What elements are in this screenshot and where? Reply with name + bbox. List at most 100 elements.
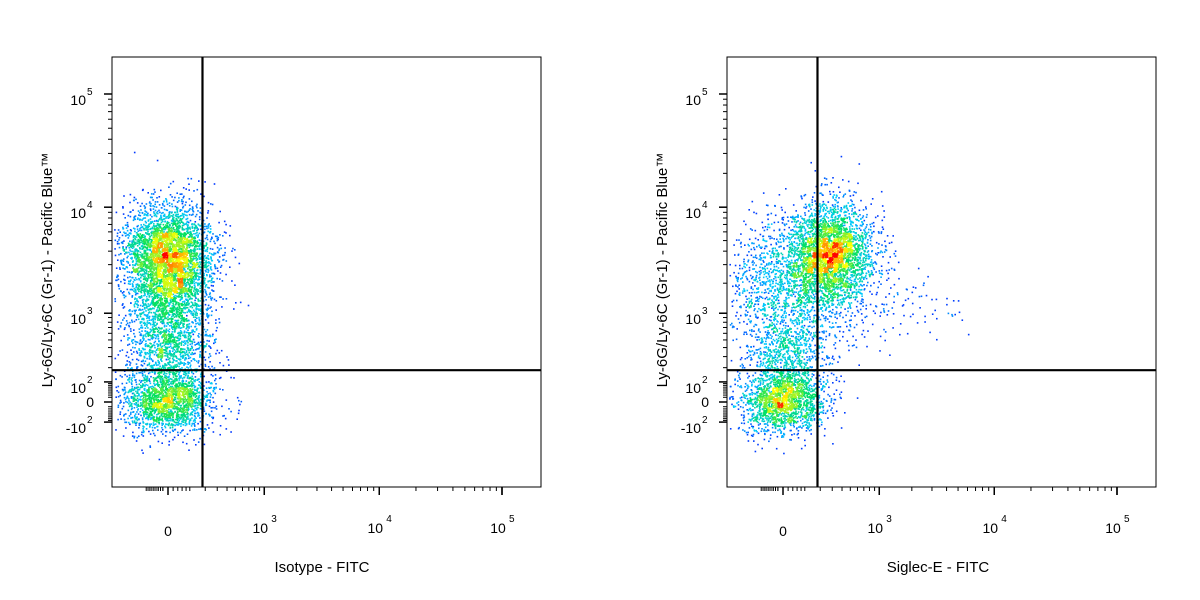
event-dot: [156, 159, 159, 162]
event-dot: [142, 322, 145, 325]
event-dot: [140, 326, 142, 329]
event-dot: [129, 249, 131, 251]
event-dot: [195, 205, 198, 207]
event-dot: [186, 353, 189, 356]
event-dot: [166, 203, 169, 206]
event-dot: [199, 269, 202, 272]
event-dot: [206, 391, 208, 393]
event-dot: [139, 340, 142, 342]
event-dot: [177, 323, 180, 326]
event-dot: [135, 257, 138, 260]
event-dot: [141, 202, 143, 205]
event-dot: [139, 205, 142, 207]
event-dot: [123, 282, 126, 285]
event-dot: [196, 269, 199, 271]
event-dot: [171, 205, 174, 208]
event-dot: [222, 415, 224, 417]
event-dot: [153, 205, 156, 208]
event-dot: [165, 377, 168, 379]
event-dot: [128, 399, 130, 402]
event-dot: [234, 249, 236, 251]
event-dot: [194, 410, 196, 412]
event-dot: [144, 258, 146, 260]
event-dot: [206, 313, 208, 316]
event-dot: [136, 358, 138, 361]
event-dot: [203, 346, 205, 349]
event-dot: [140, 295, 143, 297]
event-dot: [130, 302, 132, 304]
event-dot: [165, 325, 168, 327]
event-dot: [219, 234, 221, 236]
event-dot: [177, 217, 180, 219]
event-dot: [203, 281, 206, 284]
event-dot: [191, 287, 193, 289]
event-dot: [194, 254, 196, 257]
event-dot: [184, 308, 187, 310]
event-dot: [138, 240, 140, 242]
event-dot: [199, 225, 202, 227]
event-dot: [181, 414, 183, 417]
event-dot: [174, 211, 176, 214]
event-dot: [192, 244, 194, 246]
event-dot: [188, 381, 191, 384]
event-dot: [173, 326, 175, 328]
event-dot: [199, 437, 201, 440]
event-dot: [182, 350, 184, 353]
event-dot: [143, 260, 146, 263]
event-dot: [207, 210, 210, 212]
event-dot: [161, 228, 163, 230]
event-dot: [204, 286, 207, 288]
event-dot: [117, 406, 120, 408]
event-dot: [204, 269, 207, 272]
event-dot: [205, 330, 207, 333]
event-dot: [193, 233, 195, 235]
event-dot: [205, 381, 208, 383]
event-dot: [207, 258, 210, 260]
event-dot: [188, 295, 190, 297]
event-dot: [175, 385, 178, 387]
event-dot: [180, 214, 183, 217]
event-dot: [163, 313, 165, 316]
event-dot: [236, 396, 239, 399]
event-dot: [196, 404, 198, 407]
event-dot: [157, 293, 160, 296]
event-dot: [209, 399, 211, 402]
event-dot: [197, 406, 199, 409]
event-dot: [169, 339, 172, 341]
event-dot: [197, 236, 199, 238]
event-dot: [131, 271, 133, 273]
event-dot: [179, 353, 182, 356]
event-dot: [155, 315, 157, 318]
event-dot: [197, 223, 200, 225]
event-dot: [197, 322, 199, 324]
event-dot: [136, 248, 138, 251]
event-dot: [160, 358, 162, 361]
event-dot: [175, 295, 178, 297]
event-dot: [128, 232, 131, 234]
event-dot: [196, 290, 198, 293]
event-dot: [215, 405, 218, 408]
event-dot: [193, 424, 196, 426]
event-dot: [176, 336, 179, 338]
event-dot: [166, 416, 168, 418]
event-dot: [194, 425, 196, 427]
event-dot: [136, 292, 139, 295]
event-dot: [193, 267, 196, 269]
event-dot: [141, 386, 143, 389]
event-dot: [167, 356, 169, 359]
event-dot: [182, 215, 185, 218]
event-dot: [124, 391, 127, 393]
event-dot: [188, 236, 190, 238]
event-dot: [140, 209, 142, 211]
event-dot: [198, 305, 200, 307]
event-dot: [194, 251, 196, 253]
event-dot: [164, 372, 166, 375]
event-dot: [191, 225, 194, 228]
event-dot: [204, 245, 206, 247]
event-dot: [150, 423, 153, 425]
event-dot: [173, 316, 176, 318]
event-dot: [130, 353, 133, 355]
event-dot: [129, 404, 132, 407]
event-dot: [172, 347, 175, 350]
event-dot: [181, 380, 183, 382]
